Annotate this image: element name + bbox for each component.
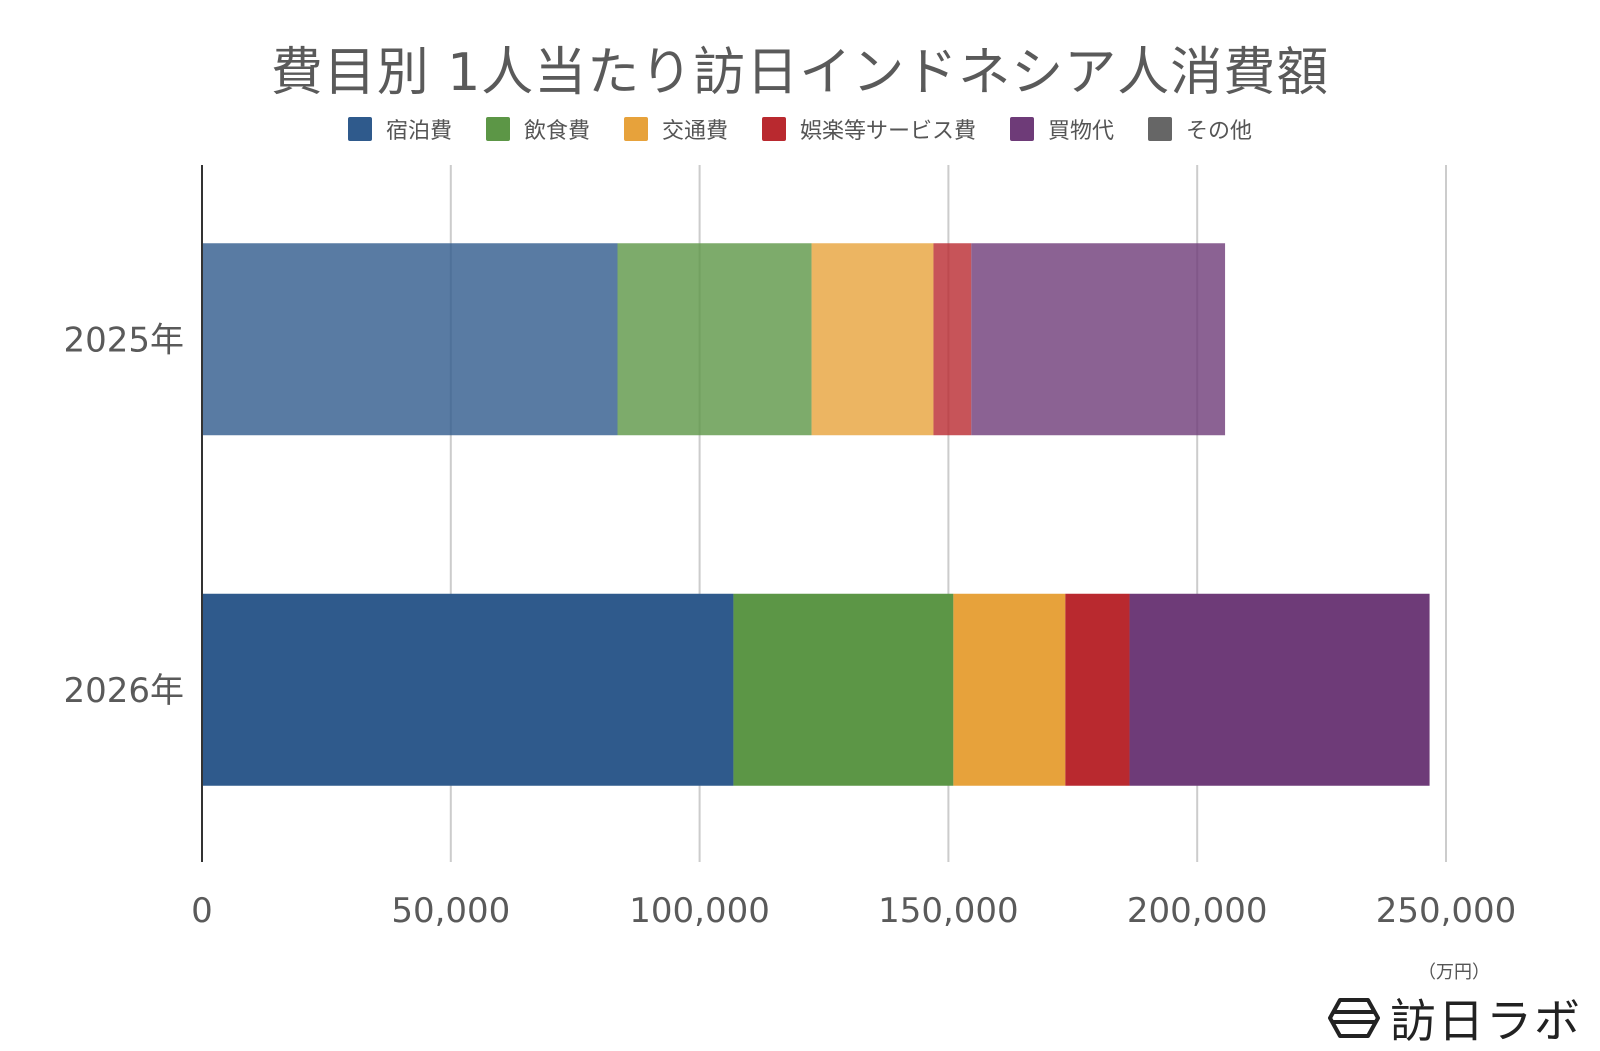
legend-swatch: [623, 117, 648, 141]
legend-item: 飲食費: [485, 113, 590, 145]
legend-label: 娯楽等サービス費: [800, 119, 977, 144]
legend-label: 交通費: [661, 119, 728, 144]
bar-segment: [953, 593, 1066, 786]
legend-label: 飲食費: [523, 119, 590, 144]
x-tick-label: 100,000: [629, 891, 770, 931]
hexagon-logo-icon: [1328, 998, 1380, 1038]
legend-item: その他: [1148, 113, 1252, 145]
bar-segment: [202, 593, 734, 786]
legend-swatch: [1010, 117, 1035, 141]
legend-label: 宿泊費: [385, 119, 452, 144]
legend-swatch: [1148, 117, 1173, 141]
bar-segment: [617, 243, 812, 436]
x-tick-label: 200,000: [1127, 891, 1268, 931]
bar-segment: [971, 243, 1226, 436]
legend-item: 娯楽等サービス費: [762, 113, 976, 145]
y-category-label: 2025年: [63, 320, 184, 360]
brand-logo: 訪日ラボ: [1328, 985, 1582, 1051]
x-axis-unit-label: （万円）: [1418, 962, 1490, 983]
legend-item: 交通費: [623, 113, 728, 145]
legend-swatch: [762, 117, 786, 141]
chart-title: 費目別 1人当たり訪日インドネシア人消費額: [270, 43, 1330, 103]
legend-item: 宿泊費: [347, 113, 452, 145]
bar-segment: [1129, 593, 1430, 786]
x-tick-label: 50,000: [391, 891, 510, 931]
bar-segment: [933, 243, 972, 436]
legend-label: 買物代: [1048, 119, 1115, 144]
y-category-label: 2026年: [63, 671, 184, 711]
legend: 宿泊費 飲食費 交通費 娯楽等サービス費 買物代 その他: [0, 112, 1600, 146]
x-tick-label: 0: [191, 891, 213, 931]
bar-segment: [811, 243, 934, 436]
legend-swatch: [485, 117, 510, 141]
x-tick-label: 150,000: [878, 891, 1019, 931]
bar-segment: [1065, 593, 1130, 786]
brand-name: 訪日ラボ: [1390, 994, 1582, 1048]
legend-item: 買物代: [1010, 113, 1114, 145]
legend-label: その他: [1186, 119, 1253, 144]
legend-swatch: [347, 117, 372, 141]
bar-segment: [202, 243, 618, 436]
bar-segment: [733, 593, 954, 786]
x-tick-label: 250,000: [1376, 891, 1517, 931]
